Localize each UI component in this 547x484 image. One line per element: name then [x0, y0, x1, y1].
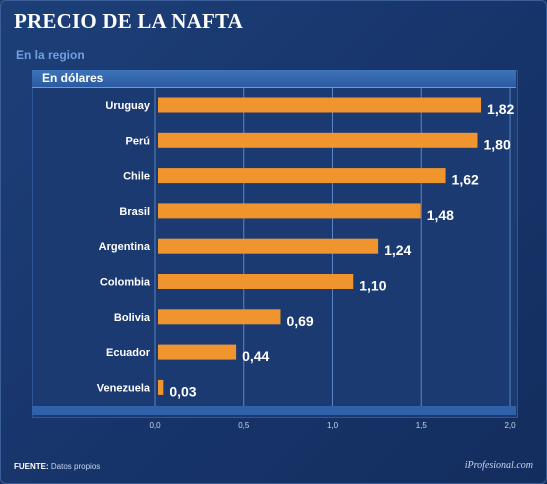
value-label: 1,62	[452, 172, 479, 188]
bar	[158, 203, 421, 219]
category-label: Ecuador	[106, 347, 151, 359]
panel-label: En dólares	[42, 71, 104, 85]
bar	[158, 168, 446, 184]
value-label: 1,24	[384, 242, 411, 258]
x-tick-label: 1,5	[416, 421, 428, 430]
category-label: Bolivia	[114, 312, 151, 324]
source-label: FUENTE:	[14, 462, 49, 471]
value-label: 1,80	[484, 136, 511, 152]
chart-title: PRECIO DE LA NAFTA	[14, 9, 243, 33]
value-label: 1,82	[487, 101, 514, 117]
category-label: Argentina	[99, 241, 151, 253]
category-label: Venezuela	[97, 382, 151, 394]
bar	[158, 379, 164, 395]
bar	[158, 132, 478, 148]
brand-logo-text: iProfesional.com	[464, 460, 533, 471]
category-label: Colombia	[100, 277, 151, 289]
bar	[158, 97, 482, 113]
x-tick-label: 1,0	[327, 421, 339, 430]
bar	[158, 309, 281, 325]
value-label: 0,69	[286, 313, 313, 329]
x-tick-label: 2,0	[504, 421, 516, 430]
value-label: 1,48	[427, 207, 454, 223]
bar	[158, 238, 379, 254]
bar	[158, 344, 237, 360]
category-label: Brasil	[119, 206, 150, 218]
value-label: 0,44	[242, 348, 269, 364]
category-label: Chile	[123, 171, 150, 183]
value-label: 1,10	[359, 278, 386, 294]
category-label: Uruguay	[105, 100, 151, 112]
bar	[158, 274, 354, 289]
value-label: 0,03	[169, 383, 196, 399]
chart-subtitle: En la region	[16, 48, 85, 62]
panel-header: En dólares	[32, 70, 516, 88]
source-text: Datos propios	[50, 462, 101, 471]
x-tick-label: 0,0	[149, 421, 161, 430]
category-label: Perú	[126, 135, 150, 147]
x-tick-label: 0,5	[238, 421, 250, 430]
x-axis-band	[32, 406, 516, 415]
footer-source: FUENTE: Datos propios	[14, 462, 100, 471]
